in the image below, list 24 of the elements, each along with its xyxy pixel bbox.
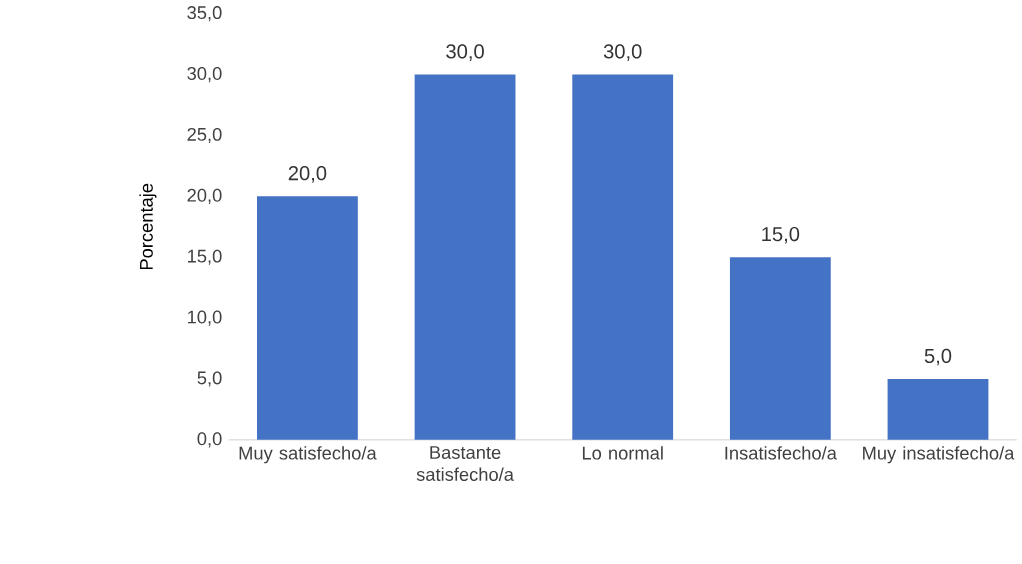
x-tick-label: Lo normal <box>582 446 663 460</box>
y-tick-label: 20,0 <box>187 188 222 204</box>
data-label: 5,0 <box>924 348 952 366</box>
y-axis-title: Porcentaje <box>139 183 157 270</box>
x-tick-label: Muy satisfecho/a <box>239 446 377 464</box>
y-tick-label: 30,0 <box>187 66 222 83</box>
data-label: 20,0 <box>288 166 327 183</box>
y-tick-label: 25,0 <box>187 127 222 143</box>
data-label: 30,0 <box>603 44 642 61</box>
bar <box>414 74 516 440</box>
bar <box>572 74 674 440</box>
y-tick-label: 35,0 <box>187 6 222 22</box>
data-label: 30,0 <box>446 44 484 61</box>
bar <box>729 257 831 440</box>
y-tick-label: 10,0 <box>188 310 222 326</box>
x-tick-label: Bastante satisfecho/a <box>416 446 514 481</box>
y-tick-label: 0,0 <box>197 432 222 448</box>
y-tick-label: 5,0 <box>197 371 222 387</box>
bar <box>887 378 989 440</box>
y-tick-label: 15,0 <box>188 249 222 265</box>
x-tick-label: Muy insatisfecho/a <box>863 446 1015 464</box>
data-label: 15,0 <box>762 226 800 244</box>
bar <box>257 196 358 440</box>
x-tick-label: Insatisfecho/a <box>725 446 837 460</box>
